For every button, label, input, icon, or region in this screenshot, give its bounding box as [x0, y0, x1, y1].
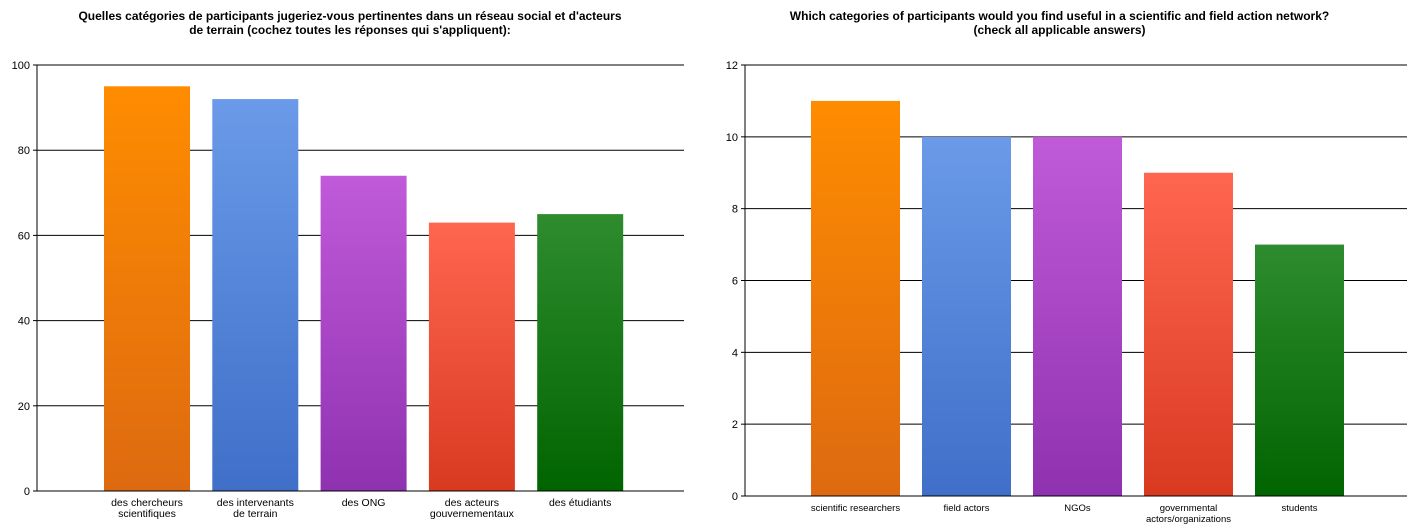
right-chart-panel: Which categories of participants would y… — [700, 0, 1419, 525]
y-tick-label: 12 — [726, 60, 738, 72]
right-chart-title: Which categories of participants would y… — [789, 9, 1330, 37]
bar — [428, 222, 515, 491]
y-tick-label: 100 — [12, 60, 30, 72]
x-category-label: des acteurs — [445, 497, 499, 509]
bar — [212, 99, 299, 491]
bar — [922, 136, 1011, 497]
y-tick-label: 2 — [732, 419, 738, 431]
right-bar-chart: 0 2 4 6 8 10 12 scientific researchers field act… — [726, 60, 1407, 525]
x-category-label: students — [1282, 503, 1318, 514]
left-chart-panel: Quelles catégories de participants juger… — [0, 0, 700, 525]
y-tick-label: 0 — [732, 491, 738, 503]
bar — [104, 86, 190, 492]
x-category-label: des ONG — [342, 497, 386, 509]
bar — [537, 214, 624, 491]
bar — [320, 175, 407, 491]
y-tick-label: 10 — [726, 132, 738, 144]
left-chart-title: Quelles catégories de participants juger… — [78, 9, 622, 37]
y-tick-label: 40 — [18, 316, 30, 328]
bar — [1144, 172, 1233, 496]
x-category-label: des intervenants — [217, 497, 294, 509]
y-tick-label: 8 — [732, 204, 738, 216]
y-tick-label: 60 — [18, 230, 30, 242]
y-tick-label: 20 — [18, 401, 30, 413]
bar — [1033, 136, 1122, 497]
x-category-label: de terrain — [233, 508, 278, 520]
y-tick-label: 80 — [18, 145, 30, 157]
x-category-label: actors/organizations — [1146, 514, 1231, 525]
x-category-label: gouvernementaux — [430, 508, 515, 520]
x-category-label: field actors — [944, 503, 990, 514]
x-category-label: des chercheurs — [111, 497, 183, 509]
x-category-label: NGOs — [1064, 503, 1091, 514]
x-category-label: des étudiants — [549, 497, 611, 509]
x-category-label: governmental — [1160, 503, 1218, 514]
y-tick-label: 6 — [732, 276, 738, 288]
x-category-label: scientifiques — [118, 508, 176, 520]
x-category-label: scientific researchers — [811, 503, 900, 514]
bar — [1255, 244, 1344, 496]
y-tick-label: 0 — [24, 486, 30, 498]
y-tick-label: 4 — [732, 347, 738, 359]
bar — [811, 100, 900, 497]
